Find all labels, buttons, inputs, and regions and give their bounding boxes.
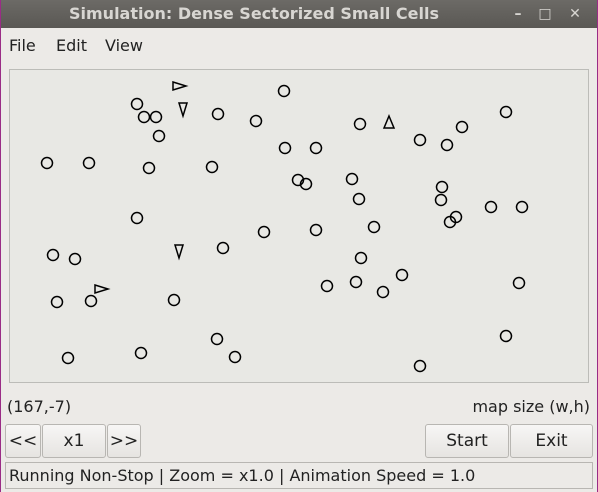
cell-marker: [353, 117, 367, 131]
cell-marker: [61, 351, 75, 365]
cell-marker: [345, 172, 359, 186]
cell-marker: [352, 192, 366, 206]
cell-marker: [367, 220, 381, 234]
cell-marker: [413, 359, 427, 373]
cell-marker: [46, 248, 60, 262]
minimize-icon[interactable]: –: [514, 6, 522, 22]
cell-marker: [84, 294, 98, 308]
cell-marker: [40, 156, 54, 170]
cell-marker: [512, 276, 526, 290]
title-bar[interactable]: Simulation: Dense Sectorized Small Cells…: [1, 0, 597, 28]
cell-marker: [499, 105, 513, 119]
status-bar: Running Non-Stop | Zoom = x1.0 | Animati…: [5, 462, 593, 489]
cell-marker: [167, 293, 181, 307]
cell-marker: [249, 114, 263, 128]
cell-marker: [142, 161, 156, 175]
cell-marker: [152, 129, 166, 143]
cell-marker: [413, 133, 427, 147]
base-station-marker: [173, 244, 185, 261]
cell-marker: [349, 275, 363, 289]
fast-forward-button[interactable]: >>: [107, 424, 141, 458]
cell-marker: [228, 350, 242, 364]
cell-marker: [299, 177, 313, 191]
window-title: Simulation: Dense Sectorized Small Cells: [69, 4, 439, 23]
base-station-marker: [94, 283, 111, 295]
cell-marker: [130, 97, 144, 111]
cell-marker: [50, 295, 64, 309]
cell-marker: [205, 160, 219, 174]
cell-marker: [257, 225, 271, 239]
cell-marker: [216, 241, 230, 255]
menu-edit[interactable]: Edit: [56, 36, 87, 55]
cell-marker: [499, 329, 513, 343]
cell-marker: [320, 279, 334, 293]
cell-marker: [210, 332, 224, 346]
cell-marker: [68, 252, 82, 266]
cell-marker: [291, 173, 305, 187]
cell-marker: [137, 110, 151, 124]
cell-marker: [309, 141, 323, 155]
base-station-marker: [177, 102, 189, 119]
cell-marker: [134, 346, 148, 360]
cell-marker: [435, 180, 449, 194]
base-station-marker: [172, 80, 189, 92]
cell-marker: [440, 138, 454, 152]
map-svg: [40, 80, 529, 373]
cell-marker: [434, 193, 448, 207]
rewind-button[interactable]: <<: [5, 424, 41, 458]
menu-file[interactable]: File: [9, 36, 36, 55]
cell-marker: [443, 215, 457, 229]
cell-marker: [277, 84, 291, 98]
cell-marker: [455, 120, 469, 134]
maximize-icon[interactable]: □: [538, 6, 552, 22]
cell-marker: [376, 285, 390, 299]
cell-marker: [211, 107, 225, 121]
map-size-label: map size (w,h): [472, 397, 590, 416]
cell-marker: [515, 200, 529, 214]
cell-marker: [149, 110, 163, 124]
menu-view[interactable]: View: [105, 36, 143, 55]
cell-marker: [130, 211, 144, 225]
exit-button[interactable]: Exit: [510, 424, 593, 458]
cell-marker: [354, 251, 368, 265]
base-station-marker: [382, 114, 396, 129]
cell-marker: [278, 141, 292, 155]
cell-marker: [309, 223, 323, 237]
cell-marker: [395, 268, 409, 282]
simulation-map[interactable]: [9, 69, 589, 383]
cell-marker: [484, 200, 498, 214]
cell-marker: [82, 156, 96, 170]
start-button[interactable]: Start: [425, 424, 509, 458]
speed-button[interactable]: x1: [42, 424, 106, 458]
close-icon[interactable]: ✕: [569, 6, 581, 22]
cursor-coordinates: (167,-7): [7, 397, 72, 416]
